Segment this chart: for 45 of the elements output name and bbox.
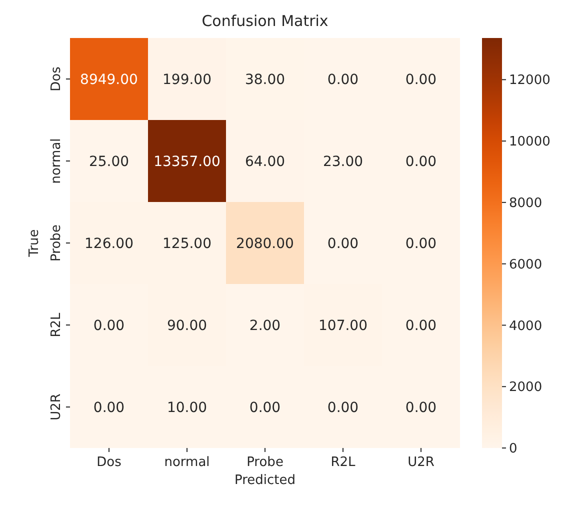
data-label: 0.00 <box>327 72 359 88</box>
data-label: 2080.00 <box>236 236 294 252</box>
y-tick-label: normal <box>49 138 64 184</box>
data-label: 0.00 <box>93 400 125 416</box>
data-label: 107.00 <box>318 318 368 334</box>
x-tick-label: R2L <box>330 455 356 470</box>
data-label: 13357.00 <box>154 154 220 170</box>
data-label: 0.00 <box>327 400 359 416</box>
y-tick-label: Dos <box>49 66 64 92</box>
y-tick-label: Probe <box>49 224 64 262</box>
color-bar-label: 0 <box>509 442 518 457</box>
data-label: 64.00 <box>244 154 286 170</box>
data-label: 8949.00 <box>80 72 138 88</box>
y-tick-label: R2L <box>49 312 64 338</box>
color-bar-label: 2000 <box>509 380 542 396</box>
data-label: 0.00 <box>327 236 359 252</box>
color-bar-label: 12000 <box>509 73 550 88</box>
data-label: 0.00 <box>405 72 437 88</box>
data-label: 25.00 <box>88 154 130 170</box>
x-tick-label: Dos <box>96 455 122 470</box>
x-axis-title: Predicted <box>234 473 296 488</box>
y-tick-label: U2R <box>49 394 64 420</box>
data-label: 199.00 <box>162 72 212 88</box>
data-label: 23.00 <box>322 154 364 170</box>
x-tick-label: normal <box>164 455 210 470</box>
data-label: 90.00 <box>166 318 208 334</box>
color-bar-label: 8000 <box>509 196 542 211</box>
data-label: 0.00 <box>405 236 437 252</box>
x-tick-label: Probe <box>246 455 284 470</box>
data-label: 0.00 <box>249 400 281 416</box>
data-label: 10.00 <box>166 400 208 416</box>
data-label: 0.00 <box>93 318 125 334</box>
color-bar-label: 4000 <box>509 318 542 334</box>
data-label: 38.00 <box>244 72 286 88</box>
y-axis-title: True <box>27 229 42 258</box>
color-bar-label: 10000 <box>509 134 550 150</box>
x-tick-label: U2R <box>408 455 434 470</box>
data-label: 2.00 <box>249 318 281 334</box>
data-label: 0.00 <box>405 400 437 416</box>
color-bar-label: 6000 <box>509 257 542 272</box>
data-label: 0.00 <box>405 318 437 334</box>
data-label: 0.00 <box>405 154 437 170</box>
data-label: 126.00 <box>84 236 134 252</box>
chart-title: Confusion Matrix <box>202 12 328 30</box>
data-label: 125.00 <box>162 236 212 252</box>
